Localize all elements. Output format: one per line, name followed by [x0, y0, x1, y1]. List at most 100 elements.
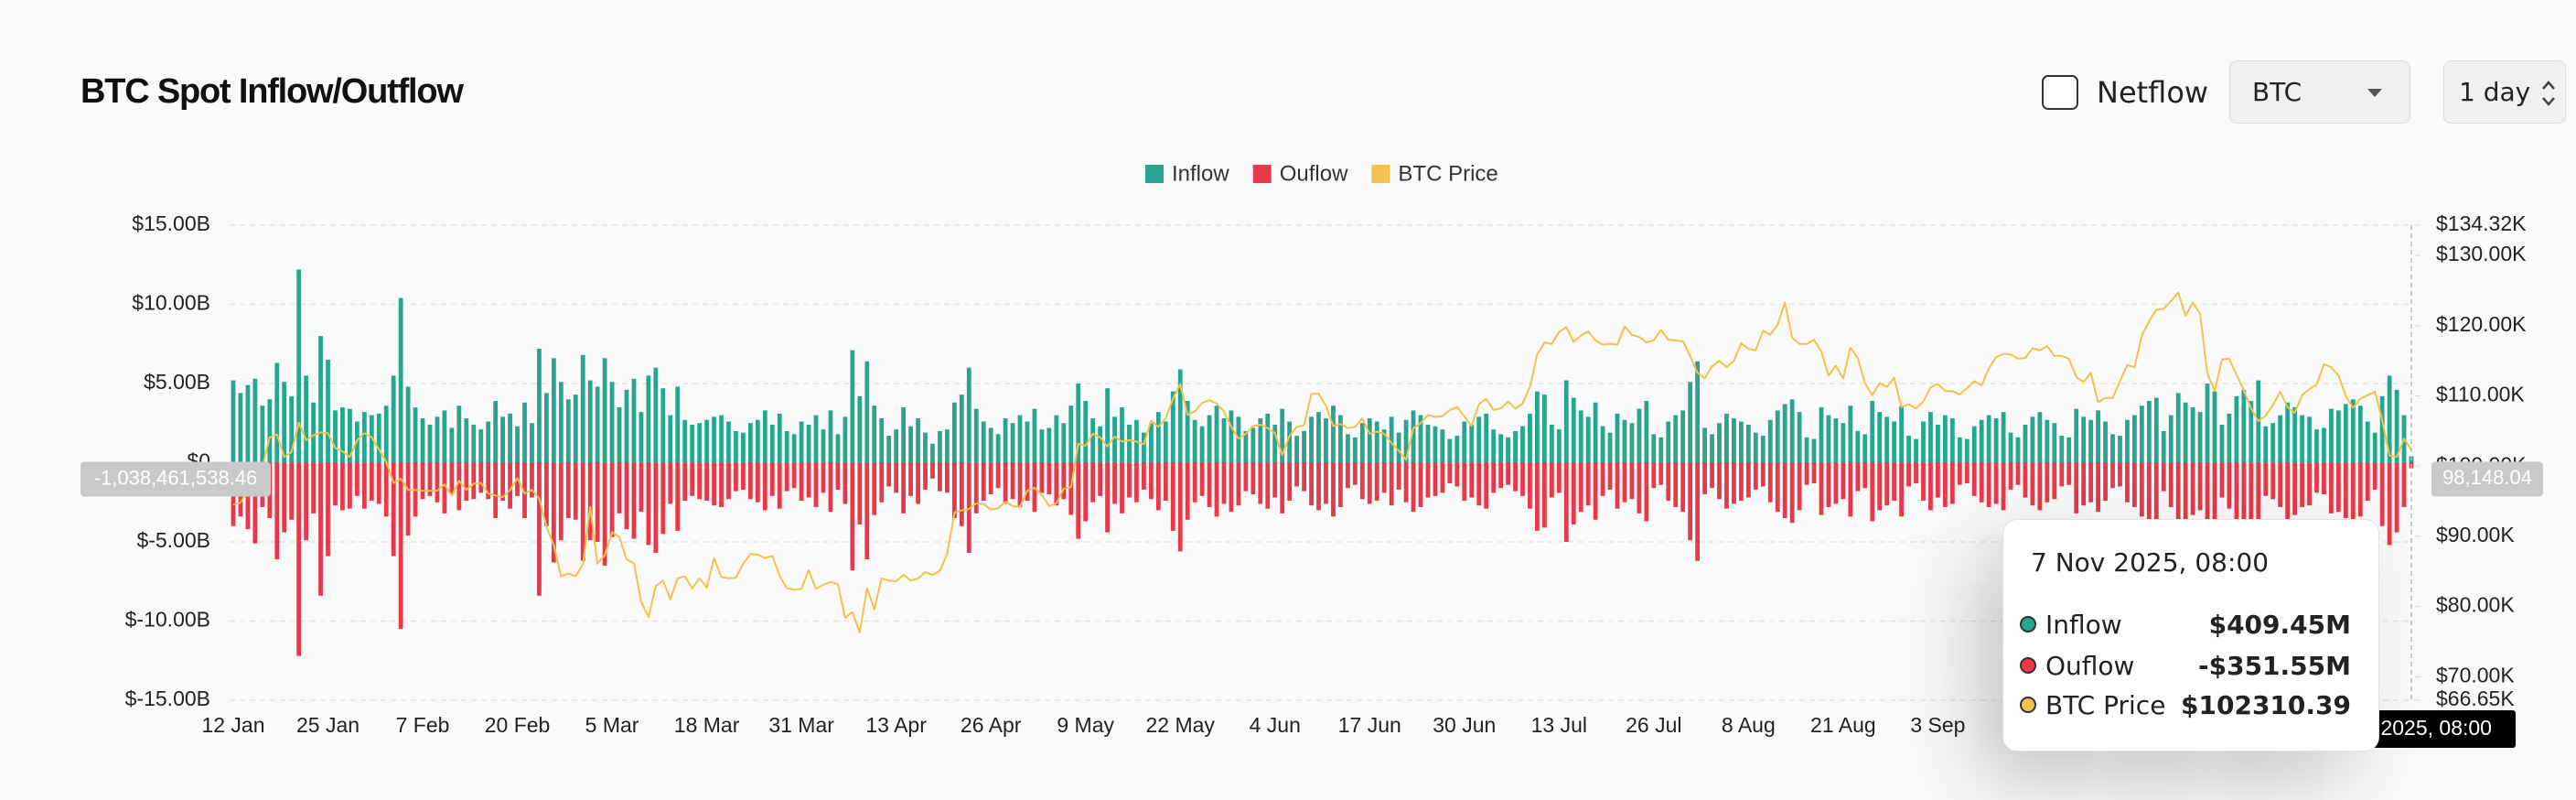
bar — [747, 423, 753, 463]
bar — [1949, 462, 1955, 504]
bar — [1025, 462, 1030, 502]
bar — [544, 393, 549, 463]
tooltip-dot — [2020, 657, 2036, 674]
bar — [1250, 462, 1256, 495]
x-tick-label: 4 Jun — [1250, 713, 1301, 737]
bar — [1484, 462, 1489, 509]
crosshair-y2-label: 98,148.04 — [2442, 466, 2532, 489]
bar — [1644, 462, 1649, 522]
bar — [1993, 418, 1999, 463]
bar — [835, 462, 841, 490]
bar — [420, 418, 425, 463]
bar — [653, 367, 659, 463]
bar — [1491, 429, 1497, 463]
bar — [1637, 408, 1642, 463]
bar — [668, 462, 673, 504]
bar — [1782, 462, 1787, 519]
bar — [333, 462, 338, 506]
bar — [2161, 462, 2166, 492]
bar — [558, 382, 564, 463]
bar — [1658, 462, 1664, 485]
bar — [1637, 462, 1642, 514]
bar — [1571, 397, 1576, 463]
bar — [1454, 436, 1460, 463]
bar — [2394, 462, 2399, 533]
bar — [1425, 462, 1431, 498]
bar — [471, 462, 477, 500]
bar — [2300, 462, 2304, 507]
bar — [1076, 384, 1081, 463]
bar — [231, 380, 236, 463]
bar — [1207, 415, 1212, 463]
netflow-checkbox[interactable] — [2042, 75, 2078, 110]
interval-select[interactable]: 1 day — [2443, 60, 2566, 124]
bar — [1607, 432, 1613, 463]
bar — [609, 382, 615, 463]
bar — [340, 462, 345, 511]
bar — [1506, 462, 1510, 485]
bar — [791, 462, 797, 489]
bar — [938, 462, 942, 492]
bar — [2227, 462, 2232, 509]
bar — [1076, 462, 1081, 539]
bar — [2190, 462, 2195, 515]
bar — [784, 430, 789, 463]
bar — [930, 462, 935, 479]
bar — [1541, 395, 1547, 463]
bar — [2278, 415, 2283, 463]
bar — [1177, 369, 1183, 463]
bar — [1199, 462, 1205, 496]
bar — [966, 367, 971, 463]
bar — [762, 410, 767, 463]
bar — [1199, 426, 1205, 463]
bar — [1046, 462, 1052, 495]
bar — [1906, 436, 1911, 463]
asset-select[interactable]: BTC — [2229, 60, 2410, 124]
bar — [311, 402, 316, 463]
bar — [2161, 430, 2166, 463]
bar — [973, 408, 979, 463]
bar — [2139, 405, 2144, 463]
bar — [1258, 418, 1263, 463]
y-tick-label: $15.00B — [132, 211, 210, 235]
bar — [872, 405, 877, 463]
bar — [1367, 462, 1372, 504]
bar — [1120, 406, 1124, 463]
bar — [1192, 462, 1197, 503]
x-tick-label: 18 Mar — [674, 713, 740, 737]
bar — [2153, 397, 2159, 463]
bar — [2190, 406, 2195, 463]
bar — [806, 462, 811, 498]
bar — [1272, 424, 1278, 463]
bar — [1862, 434, 1868, 463]
bar — [762, 462, 767, 511]
bar — [478, 462, 484, 493]
bar — [1010, 423, 1015, 463]
bar — [1352, 462, 1358, 485]
bar — [690, 462, 695, 496]
bar — [682, 462, 688, 502]
bar — [2343, 462, 2348, 519]
bar — [2052, 462, 2057, 500]
bar — [675, 462, 681, 531]
bar — [886, 436, 892, 463]
bar — [2285, 462, 2291, 520]
bar — [1986, 415, 1991, 463]
bar — [304, 375, 309, 463]
legend-label: Inflow — [1172, 161, 1229, 186]
netflow-label[interactable]: Netflow — [2097, 75, 2209, 110]
bar — [813, 415, 819, 463]
y2-tick-label: $130.00K — [2436, 242, 2527, 265]
bar — [413, 406, 418, 463]
bar — [1294, 462, 1300, 487]
bar — [624, 389, 629, 463]
bar — [2096, 410, 2100, 463]
bar — [2023, 462, 2028, 498]
bar — [1964, 438, 1970, 463]
bar — [1732, 418, 1736, 463]
bar — [2118, 436, 2122, 463]
bar — [973, 462, 979, 514]
bar — [864, 462, 870, 560]
bar — [318, 336, 323, 463]
bar — [1476, 416, 1482, 463]
